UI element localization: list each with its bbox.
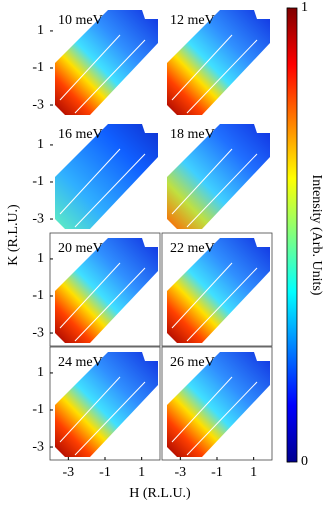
cut-line (74, 39, 146, 114)
cut-line (59, 262, 121, 329)
y-tick-label: 1 (37, 23, 44, 38)
panel: 10 meV 1 -1 -3 (32, 10, 159, 115)
panels: 10 meV 1 -1 -3 12 meV 16 meV 1 -1 -3 18 meV 20 meV… (32, 10, 273, 480)
y-tick-label: -1 (32, 174, 44, 189)
panel: 26 meV -3 -1 1 (161, 346, 273, 480)
colorbar-label: Intensity (Arb. Units) (309, 175, 324, 296)
panel: 24 meV 1 -1 -3 -3 -1 1 (32, 346, 161, 480)
cut-line (186, 267, 258, 342)
x-tick-label: 1 (250, 465, 257, 480)
panel-title: 22 meV (170, 241, 215, 256)
panel-title: 16 meV (58, 127, 103, 142)
intensity-map (167, 238, 270, 343)
y-tick-label: -3 (32, 97, 44, 112)
panel-title: 18 meV (170, 127, 215, 142)
colorbar-tick-label: 0 (301, 454, 308, 469)
cut-line (211, 168, 271, 228)
x-tick-label: -3 (62, 465, 74, 480)
intensity-map (55, 238, 158, 343)
cut-line (171, 34, 233, 101)
intensity-map (167, 10, 270, 115)
cut-line (59, 34, 121, 101)
panel-title: 24 meV (58, 355, 103, 370)
cut-line (74, 153, 146, 228)
cut-line (211, 54, 271, 114)
cut-line (74, 267, 146, 342)
cut-line (211, 396, 271, 456)
y-tick-label: -1 (32, 288, 44, 303)
y-tick-label: -1 (32, 402, 44, 417)
panel: 12 meV (167, 10, 271, 115)
y-tick-label: -3 (32, 211, 44, 226)
panel: 18 meV (167, 124, 271, 229)
panel: 22 meV (161, 232, 273, 347)
panel-frame (161, 232, 273, 347)
x-tick-label: -1 (99, 465, 111, 480)
cut-line (59, 376, 121, 443)
panel-title: 12 meV (170, 13, 215, 28)
cut-line (186, 153, 258, 228)
panel-frame (49, 232, 161, 347)
intensity-map (167, 352, 270, 457)
cut-line (211, 282, 271, 342)
y-tick-label: 1 (37, 251, 44, 266)
y-tick-label: -3 (32, 439, 44, 454)
y-tick-label: 1 (37, 365, 44, 380)
y-tick-label: -1 (32, 60, 44, 75)
x-tick-label: -1 (211, 465, 223, 480)
y-tick-label: 1 (37, 137, 44, 152)
cut-line (171, 262, 233, 329)
panel-title: 20 meV (58, 241, 103, 256)
cut-line (186, 381, 258, 456)
x-tick-label: 1 (138, 465, 145, 480)
y-tick-label: -3 (32, 325, 44, 340)
cut-line (74, 381, 146, 456)
colorbar-tick-label: 1 (301, 0, 308, 15)
cut-line (99, 396, 159, 456)
cut-line (99, 54, 159, 114)
intensity-map (167, 124, 270, 229)
cut-line (59, 148, 121, 215)
y-axis-label: K (R.L.U.) (6, 204, 21, 266)
intensity-map (55, 352, 158, 457)
cut-line (186, 39, 258, 114)
cut-line (171, 376, 233, 443)
colorbar (286, 7, 298, 463)
cut-line (171, 148, 233, 215)
cut-line (99, 282, 159, 342)
x-tick-label: -3 (174, 465, 186, 480)
panel: 16 meV 1 -1 -3 (32, 124, 159, 229)
intensity-map (55, 124, 158, 229)
intensity-map (55, 10, 158, 115)
cut-line (99, 168, 159, 228)
panel-title: 26 meV (170, 355, 215, 370)
panel: 20 meV 1 -1 -3 (32, 232, 161, 347)
x-axis-label: H (R.L.U.) (129, 486, 191, 501)
panel-title: 10 meV (58, 13, 103, 28)
